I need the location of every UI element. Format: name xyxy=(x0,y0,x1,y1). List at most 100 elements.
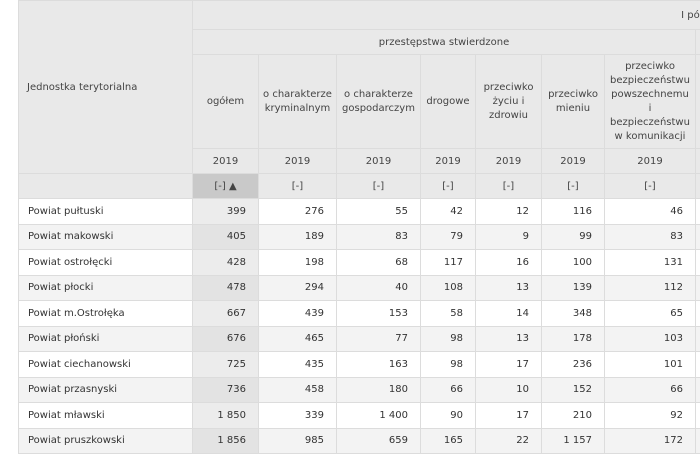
table-cell-overflow xyxy=(694,198,700,225)
table-row: Powiat makowski 405 189 83 79 9 99 83 xyxy=(18,223,700,250)
table-cell: 478 xyxy=(192,274,259,301)
column-header-criminal[interactable]: o charakterze kryminalnym xyxy=(258,54,337,149)
table-cell: 13 xyxy=(475,325,542,352)
sort-toggle-property[interactable]: [-] xyxy=(541,173,605,199)
table-cell: 83 xyxy=(604,223,696,250)
table-row: Powiat ostrołęcki 428 198 68 117 16 100 131 xyxy=(18,249,700,276)
table-cell: 294 xyxy=(258,274,337,301)
statistics-table: Jednostka terytorialna I półroc przestęp… xyxy=(18,0,700,454)
row-label-territorial-unit: Powiat mławski xyxy=(18,402,193,429)
table-cell: 17 xyxy=(475,351,542,378)
table-cell: 42 xyxy=(420,198,476,225)
column-header-public-safety[interactable]: przeciwko bezpieczeństwu powszechnemu i … xyxy=(604,54,696,149)
table-cell: 405 xyxy=(192,223,259,250)
table-cell: 676 xyxy=(192,325,259,352)
table-cell: 16 xyxy=(475,249,542,276)
group-header-crimes-detected: przestępstwa stwierdzone xyxy=(192,29,696,55)
year-header: 2019 xyxy=(336,148,421,174)
year-header: 2019 xyxy=(475,148,542,174)
table-cell: 98 xyxy=(420,325,476,352)
header-cell-overflow xyxy=(694,29,700,55)
table-cell-overflow xyxy=(694,300,700,327)
table-cell: 116 xyxy=(541,198,605,225)
table-cell: 435 xyxy=(258,351,337,378)
row-label-territorial-unit: Powiat makowski xyxy=(18,223,193,250)
table-cell: 458 xyxy=(258,376,337,403)
sort-toggle-criminal[interactable]: [-] xyxy=(258,173,337,199)
table-cell: 101 xyxy=(604,351,696,378)
table-cell: 985 xyxy=(258,427,337,454)
table-cell: 79 xyxy=(420,223,476,250)
column-header-territorial-unit: Jednostka terytorialna xyxy=(18,0,193,174)
year-header: 2019 xyxy=(541,148,605,174)
table-cell: 22 xyxy=(475,427,542,454)
table-cell: 13 xyxy=(475,274,542,301)
sort-toggle-road[interactable]: [-] xyxy=(420,173,476,199)
table-cell: 180 xyxy=(336,376,421,403)
table-cell: 98 xyxy=(420,351,476,378)
table-cell-overflow xyxy=(694,402,700,429)
sort-toggle-total[interactable]: [-] ▲ xyxy=(192,173,259,199)
column-header-road[interactable]: drogowe xyxy=(420,54,476,149)
table-cell: 1 400 xyxy=(336,402,421,429)
table-cell: 99 xyxy=(541,223,605,250)
table-cell: 17 xyxy=(475,402,542,429)
table-cell: 9 xyxy=(475,223,542,250)
table-cell: 165 xyxy=(420,427,476,454)
table-cell: 1 850 xyxy=(192,402,259,429)
table-cell: 348 xyxy=(541,300,605,327)
table-cell: 198 xyxy=(258,249,337,276)
sort-toggle-public-safety[interactable]: [-] xyxy=(604,173,696,199)
table-cell: 139 xyxy=(541,274,605,301)
column-header-total[interactable]: ogółem xyxy=(192,54,259,149)
table-cell: 178 xyxy=(541,325,605,352)
table-cell: 210 xyxy=(541,402,605,429)
table-cell: 439 xyxy=(258,300,337,327)
table-cell: 58 xyxy=(420,300,476,327)
year-header: 2019 xyxy=(604,148,696,174)
table-cell: 10 xyxy=(475,376,542,403)
row-label-territorial-unit: Powiat pułtuski xyxy=(18,198,193,225)
row-label-territorial-unit: Powiat ciechanowski xyxy=(18,351,193,378)
year-header: 2019 xyxy=(192,148,259,174)
table-cell-overflow xyxy=(694,376,700,403)
column-header-life-health[interactable]: przeciwko życiu i zdrowiu xyxy=(475,54,542,149)
table-cell: 428 xyxy=(192,249,259,276)
row-label-territorial-unit: Powiat przasnyski xyxy=(18,376,193,403)
table-row: Powiat m.Ostrołęka 667 439 153 58 14 348 65 xyxy=(18,300,700,327)
row-label-territorial-unit: Powiat pruszkowski xyxy=(18,427,193,454)
header-cell-overflow xyxy=(694,148,700,174)
table-cell: 736 xyxy=(192,376,259,403)
table-row: Powiat przasnyski 736 458 180 66 10 152 66 xyxy=(18,376,700,403)
table-cell: 189 xyxy=(258,223,337,250)
year-header: 2019 xyxy=(258,148,337,174)
table-cell: 236 xyxy=(541,351,605,378)
table-cell: 339 xyxy=(258,402,337,429)
row-label-territorial-unit: Powiat m.Ostrołęka xyxy=(18,300,193,327)
header-cell-overflow xyxy=(694,54,700,149)
table-row: Powiat ciechanowski 725 435 163 98 17 236 101 xyxy=(18,351,700,378)
row-label-territorial-unit: Powiat płocki xyxy=(18,274,193,301)
table-cell: 153 xyxy=(336,300,421,327)
table-cell: 12 xyxy=(475,198,542,225)
table-cell: 725 xyxy=(192,351,259,378)
table-row: Powiat mławski 1 850 339 1 400 90 17 210 92 xyxy=(18,402,700,429)
header-cell-overflow xyxy=(694,173,700,199)
column-header-property[interactable]: przeciwko mieniu xyxy=(541,54,605,149)
column-header-economic[interactable]: o charakterze gospodarczym xyxy=(336,54,421,149)
sort-toggle-life-health[interactable]: [-] xyxy=(475,173,542,199)
table-cell: 55 xyxy=(336,198,421,225)
table-cell-overflow xyxy=(694,223,700,250)
table-cell-overflow xyxy=(694,351,700,378)
table-cell: 399 xyxy=(192,198,259,225)
table-cell: 92 xyxy=(604,402,696,429)
table-cell: 117 xyxy=(420,249,476,276)
table-cell: 163 xyxy=(336,351,421,378)
table-row: Powiat płoński 676 465 77 98 13 178 103 xyxy=(18,325,700,352)
sort-toggle-economic[interactable]: [-] xyxy=(336,173,421,199)
table-cell: 131 xyxy=(604,249,696,276)
table-cell: 112 xyxy=(604,274,696,301)
table-cell-overflow xyxy=(694,274,700,301)
table-cell: 465 xyxy=(258,325,337,352)
table-cell: 103 xyxy=(604,325,696,352)
